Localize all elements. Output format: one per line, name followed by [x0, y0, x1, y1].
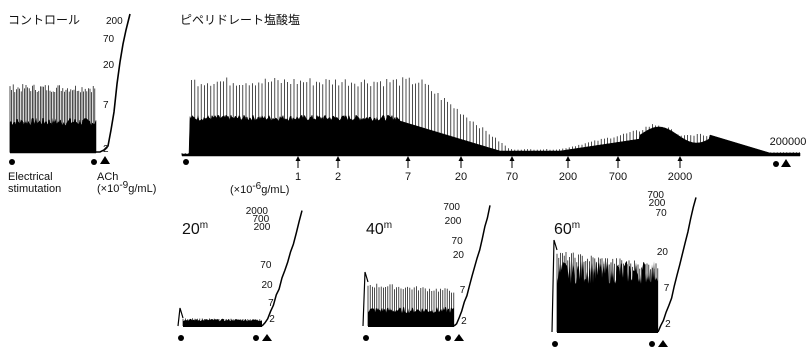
dose-arrow-head [509, 156, 515, 161]
recovery-trace-envelope [368, 306, 454, 327]
recovery-ach-dose-label: 700 [647, 190, 664, 201]
ach-unit-b: g/mL) [128, 183, 156, 195]
control-ach-dose-label: 2 [103, 144, 109, 155]
drug-dose-label: 7 [405, 171, 411, 183]
electrical-label-1: Electrical [8, 171, 53, 183]
recovery-stim-marker [445, 335, 451, 341]
recovery-ach-dose-label: 70 [260, 260, 272, 271]
drug-dose-label: 20 [455, 171, 467, 183]
recovery-stim-marker [363, 335, 369, 341]
recovery-ach-marker [658, 340, 668, 347]
recovery-ach-dose-label: 7 [460, 285, 466, 296]
control-ach-dose-label: 20 [103, 60, 115, 71]
recovery-ach-dose-label: 200 [254, 222, 271, 233]
recovery-ach-dose-label: 700 [443, 202, 460, 213]
recovery-ach-dose-label: 7 [268, 298, 274, 309]
drug-ach-marker [781, 159, 791, 167]
recovery-trace-envelope [183, 318, 262, 327]
recovery-time-label: 20m [182, 220, 208, 238]
drug-unit-a: (×10 [230, 184, 252, 196]
recovery-ach-dose-label: 7 [664, 283, 670, 294]
dose-arrow-head [335, 156, 341, 161]
recovery-ach-dose-label: 70 [452, 236, 464, 247]
drug-trace-envelope [181, 114, 801, 157]
recovery-time-value: 20 [182, 221, 200, 238]
control-ach-dose-label: 200 [106, 16, 123, 27]
drug-dose-label: 70 [506, 171, 518, 183]
drug-trace [181, 77, 801, 157]
dose-arrow-head [405, 156, 411, 161]
dose-arrow-head [677, 156, 683, 161]
drug-unit-label: (×10-6g/mL) [230, 181, 289, 196]
drug-heading: ピペリドレート塩酸塩 [180, 12, 300, 27]
drug-dose-label: 1 [295, 171, 301, 183]
recovery-ach-dose-label: 2 [461, 316, 467, 327]
dose-arrow-head [565, 156, 571, 161]
drug-stim-marker-start [183, 159, 189, 165]
recovery-stim-marker [178, 335, 184, 341]
recovery-ach-dose-label: 2000 [246, 206, 269, 217]
ach-marker [100, 156, 110, 164]
drug-dose-label: 200000 [770, 136, 807, 148]
control-trace [9, 13, 131, 154]
drug-dose-label: 2 [335, 171, 341, 183]
recovery-panel-40: 40m 700 200 70 20 7 2 [362, 202, 491, 341]
drug-unit-exp: -6 [252, 181, 261, 192]
recovery-ach-marker [454, 334, 464, 341]
recovery-ach-dose-label: 20 [261, 280, 273, 291]
recovery-ach-dose-label: 200 [445, 216, 462, 227]
control-heading: コントロール [8, 13, 80, 27]
control-ach-dose-label: 7 [103, 100, 109, 111]
ach-unit-label: (×10-9g/mL) [97, 180, 156, 195]
dose-arrow-head [615, 156, 621, 161]
recovery-ach-curve [261, 210, 303, 327]
electrical-label-2: stimutation [8, 183, 61, 195]
drug-unit-b: g/mL) [261, 184, 289, 196]
stim-marker-start [9, 159, 15, 165]
recovery-ach-curve [453, 205, 491, 327]
dose-arrow-head [458, 156, 464, 161]
recovery-ach-dose-label: 20 [657, 247, 669, 258]
recovery-time-unit: m [572, 220, 580, 231]
recovery-time-unit: m [200, 220, 208, 231]
recovery-time-unit: m [384, 220, 392, 231]
recovery-ach-dose-label: 700 [252, 214, 269, 225]
recovery-ach-curve [657, 197, 697, 333]
recovery-stim-marker [552, 341, 558, 347]
recovery-time-label: 60m [554, 220, 580, 238]
control-ach-dose-label: 70 [103, 34, 115, 45]
drug-dose-label: 200 [559, 171, 577, 183]
ach-unit-exp: -9 [119, 180, 128, 191]
recovery-ach-dose-label: 2 [665, 319, 671, 330]
recovery-ach-dose-label: 70 [656, 208, 668, 219]
recovery-stim-marker [649, 341, 655, 347]
recovery-ach-dose-label: 200 [649, 198, 666, 209]
recovery-stim-marker [253, 335, 259, 341]
recovery-time-label: 40m [366, 220, 392, 238]
dose-arrow-head [295, 156, 301, 161]
recovery-onset [551, 239, 558, 333]
stim-marker-end [91, 159, 97, 165]
ach-unit-a: (×10 [97, 183, 119, 195]
recovery-onset [362, 271, 369, 327]
recovery-time-value: 60 [554, 221, 572, 238]
drug-stim-marker-end-1 [773, 161, 779, 167]
recovery-onset [177, 307, 184, 327]
drug-dose-label: 700 [609, 171, 627, 183]
recovery-ach-dose-label: 20 [453, 250, 465, 261]
ach-label: ACh [97, 171, 118, 183]
recovery-time-value: 40 [366, 221, 384, 238]
drug-dose-label: 2000 [668, 171, 692, 183]
recovery-ach-dose-label: 2 [269, 314, 275, 325]
recovery-ach-marker [262, 334, 272, 341]
control-ach-curve [96, 13, 131, 153]
